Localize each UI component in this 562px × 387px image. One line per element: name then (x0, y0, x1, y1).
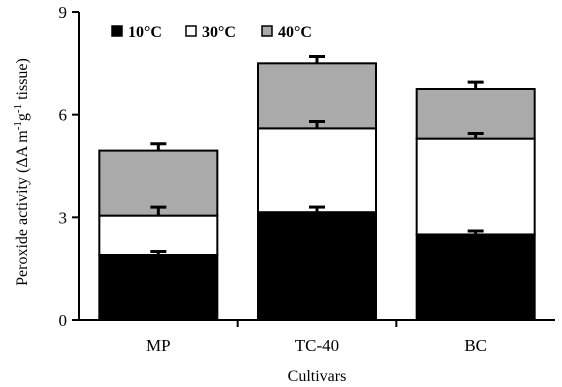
y-tick-label: 9 (59, 3, 68, 22)
legend-label: 40°C (278, 24, 312, 41)
bar-segment-bc-1 (415, 137, 536, 236)
y-axis-title: Peroxide activity (ΔA m-1g-1 tissue) (12, 58, 31, 286)
error-bar (150, 250, 167, 255)
error-bar (467, 131, 484, 139)
x-tick-label: BC (464, 336, 487, 355)
error-bars (150, 54, 484, 255)
legend-item: 10°C (111, 24, 162, 41)
bars (98, 62, 536, 322)
legend-swatch (261, 25, 273, 37)
y-axis-title-part-1: Peroxide activity (ΔA m (14, 130, 31, 286)
legend-swatch (111, 25, 123, 37)
legend-label: 10°C (128, 24, 162, 41)
legend-swatch (185, 25, 197, 37)
y-ticks: 0 3 6 9 (59, 3, 79, 330)
x-tick-label: MP (146, 336, 171, 355)
error-bar (467, 80, 484, 89)
y-axis-title-superscript-2: -1 (12, 104, 24, 113)
x-axis-title: Cultivars (288, 368, 347, 385)
bar-segment-tc-40-0 (257, 211, 377, 321)
y-axis-title-part-2: g (14, 113, 31, 121)
bar-segment-mp-1 (98, 214, 219, 256)
y-axis-title-superscript-1: -1 (12, 121, 24, 130)
legend-label: 30°C (202, 24, 236, 41)
bar-segment-tc-40-1 (257, 127, 377, 214)
x-tick-label: TC-40 (295, 336, 339, 355)
error-bar (309, 205, 325, 213)
error-bar (309, 120, 325, 129)
bar-segment-mp-2 (98, 149, 219, 217)
legend-item: 40°C (261, 24, 312, 41)
y-tick-label: 6 (59, 106, 68, 125)
legend-item: 30°C (185, 24, 236, 41)
error-bar (150, 205, 167, 216)
error-bar (150, 142, 167, 151)
y-tick-label: 0 (59, 311, 68, 330)
bar-segment-bc-0 (415, 233, 536, 321)
error-bar (467, 229, 484, 235)
bar-segment-tc-40-2 (257, 62, 377, 130)
x-ticks: MP TC-40 BC (146, 320, 487, 355)
bar-segment-mp-0 (98, 253, 219, 322)
error-bar (309, 54, 325, 64)
y-tick-label: 3 (59, 208, 68, 227)
legend: 10°C 30°C 40°C (111, 24, 312, 41)
y-axis-title-part-3: tissue) (14, 58, 31, 104)
bar-segment-bc-2 (415, 88, 536, 140)
